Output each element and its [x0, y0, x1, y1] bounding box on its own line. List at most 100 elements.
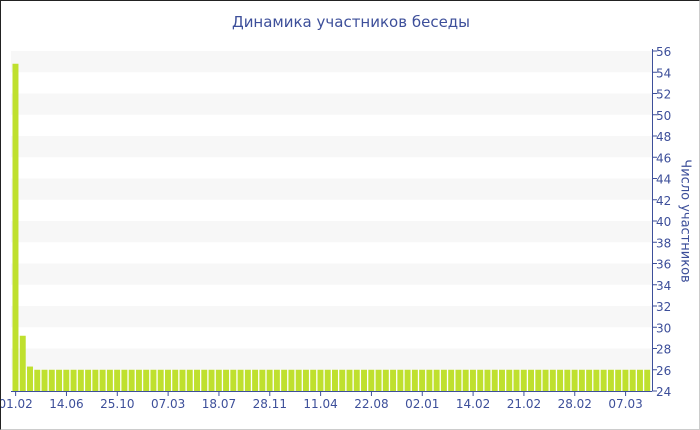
bar: [48, 369, 55, 391]
bar: [128, 369, 135, 391]
x-tick-label: 02.01: [405, 397, 439, 411]
bar: [302, 369, 309, 391]
bar: [77, 369, 84, 391]
x-tick-label: 01.02: [1, 397, 33, 411]
bar: [12, 63, 19, 391]
bar: [426, 369, 433, 391]
bar: [121, 369, 128, 391]
y-tick-label: 42: [656, 194, 671, 208]
y-tick-label: 26: [656, 364, 671, 378]
bar: [19, 335, 26, 391]
bar: [99, 369, 106, 391]
bar: [462, 369, 469, 391]
y-tick-label: 30: [656, 321, 671, 335]
bar: [215, 369, 222, 391]
y-tick-label: 50: [656, 109, 671, 123]
bar: [390, 369, 397, 391]
y-tick-label: 38: [656, 236, 671, 250]
x-tick-label: 14.02: [456, 397, 490, 411]
bar: [27, 366, 33, 391]
bar: [484, 369, 491, 391]
bar: [600, 369, 607, 391]
bar: [135, 369, 142, 391]
bar: [615, 369, 622, 391]
bar: [419, 369, 426, 391]
bar: [433, 369, 440, 391]
grid-band: [11, 178, 652, 200]
bar: [157, 369, 164, 391]
y-tick-label: 32: [656, 300, 671, 314]
y-tick-label: 52: [656, 88, 671, 102]
bar: [557, 369, 564, 391]
y-tick-label: 54: [656, 66, 671, 80]
bar: [143, 369, 150, 391]
bar: [622, 369, 629, 391]
grid-band: [11, 51, 652, 73]
bar: [440, 369, 447, 391]
bar: [361, 369, 368, 391]
bar: [252, 369, 259, 391]
bar: [469, 369, 476, 391]
bar: [346, 369, 353, 391]
bar: [593, 369, 600, 391]
bar: [281, 369, 288, 391]
bar: [317, 369, 324, 391]
bar: [636, 369, 643, 391]
bar: [404, 369, 411, 391]
bar: [34, 369, 41, 391]
bar: [259, 369, 266, 391]
bar: [85, 369, 92, 391]
bar: [208, 369, 215, 391]
bar: [564, 369, 571, 391]
bar: [56, 369, 63, 391]
x-tick-label: 28.11: [253, 397, 287, 411]
bar: [201, 369, 208, 391]
y-axis-label: Число участников: [677, 159, 693, 283]
bar: [368, 369, 375, 391]
bar: [382, 369, 389, 391]
grid-band: [11, 306, 652, 328]
x-tick-label: 07.03: [608, 397, 642, 411]
x-tick-label: 18.07: [202, 397, 236, 411]
bar: [295, 369, 302, 391]
bar: [172, 369, 179, 391]
bar: [528, 369, 535, 391]
bar: [644, 369, 651, 391]
bar: [578, 369, 585, 391]
bar: [41, 369, 48, 391]
bar: [448, 369, 455, 391]
bar: [535, 369, 542, 391]
x-tick-label: 22.08: [354, 397, 388, 411]
y-tick-label: 36: [656, 258, 671, 272]
y-tick-label: 24: [656, 385, 671, 399]
bar: [549, 369, 556, 391]
bar: [114, 369, 121, 391]
bar: [491, 369, 498, 391]
y-tick-label: 46: [656, 151, 671, 165]
bar: [397, 369, 404, 391]
bar: [499, 369, 505, 391]
x-tick-label: 21.02: [507, 397, 541, 411]
bar: [230, 369, 237, 391]
x-tick-label: 07.03: [151, 397, 185, 411]
bar: [273, 369, 280, 391]
bar: [375, 369, 382, 391]
grid-band: [11, 348, 652, 370]
y-tick-label: 40: [656, 215, 671, 229]
bar: [237, 369, 244, 391]
grid-band: [11, 221, 652, 243]
bar: [542, 369, 549, 391]
bar: [186, 369, 193, 391]
bar: [607, 369, 614, 391]
bar: [571, 369, 578, 391]
bar: [288, 369, 295, 391]
grid-band: [11, 263, 652, 285]
y-tick-label: 56: [656, 45, 671, 59]
bar: [150, 369, 157, 391]
bar: [339, 369, 346, 391]
bar: [164, 369, 171, 391]
bar: [223, 369, 230, 391]
bar: [324, 369, 331, 391]
